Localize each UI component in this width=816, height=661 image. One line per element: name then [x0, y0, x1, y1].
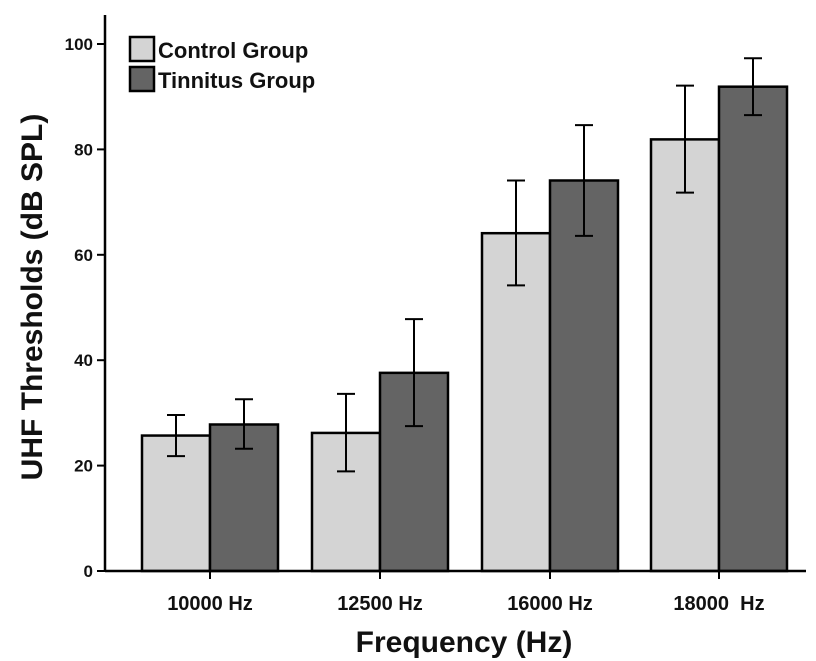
- error-bar-control-group-18000-hz: [676, 84, 694, 194]
- y-tick-label-100: 100: [65, 35, 93, 54]
- x-tick-label-18000-hz: 18000 Hz: [673, 593, 764, 615]
- y-tick-label-60: 60: [74, 246, 93, 265]
- error-bar-tinnitus-group-16000-hz: [575, 124, 593, 237]
- ticks-layer: 0 20 40 60 80 100 10000 Hz 12500 Hz 16000 Hz 1800…: [65, 35, 765, 615]
- error-bar-control-group-10000-hz: [167, 414, 185, 458]
- y-tick-label-0: 0: [84, 562, 93, 581]
- legend-label-control-group: Control Group: [158, 38, 308, 63]
- x-tick-label-10000-hz: 10000 Hz: [167, 593, 253, 615]
- bar-tinnitus-group-18000-hz: [717, 85, 789, 573]
- x-axis-title: Frequency (Hz): [356, 626, 573, 659]
- y-tick-label-40: 40: [74, 351, 93, 370]
- bar-tinnitus-group-16000-hz: [548, 179, 620, 573]
- x-tick-label-16000-hz: 16000 Hz: [507, 593, 593, 615]
- y-axis-title: UHF Thresholds (dB SPL): [16, 114, 49, 481]
- error-bar-tinnitus-group-10000-hz: [235, 398, 253, 450]
- legend-swatch-control-group: [128, 35, 156, 63]
- error-bar-tinnitus-group-12500-hz: [405, 318, 423, 428]
- error-bar-tinnitus-group-18000-hz: [744, 57, 762, 117]
- bar-control-group-18000-hz: [649, 138, 721, 573]
- bar-tinnitus-group-10000-hz: [208, 423, 280, 573]
- legend-label-tinnitus-group: Tinnitus Group: [158, 68, 315, 93]
- bar-control-group-10000-hz: [140, 434, 212, 573]
- legend-swatch-tinnitus-group: [128, 65, 156, 93]
- error-bar-control-group-12500-hz: [337, 392, 355, 473]
- error-bars-layer: [167, 57, 762, 473]
- x-tick-label-12500-hz: 12500 Hz: [337, 593, 423, 615]
- error-bar-control-group-16000-hz: [507, 179, 525, 287]
- y-tick-label-20: 20: [74, 457, 93, 476]
- axes-layer: [103, 15, 806, 573]
- legend: Control Group Tinnitus Group: [128, 35, 315, 93]
- bars-layer: [140, 85, 789, 573]
- y-tick-label-80: 80: [74, 140, 93, 159]
